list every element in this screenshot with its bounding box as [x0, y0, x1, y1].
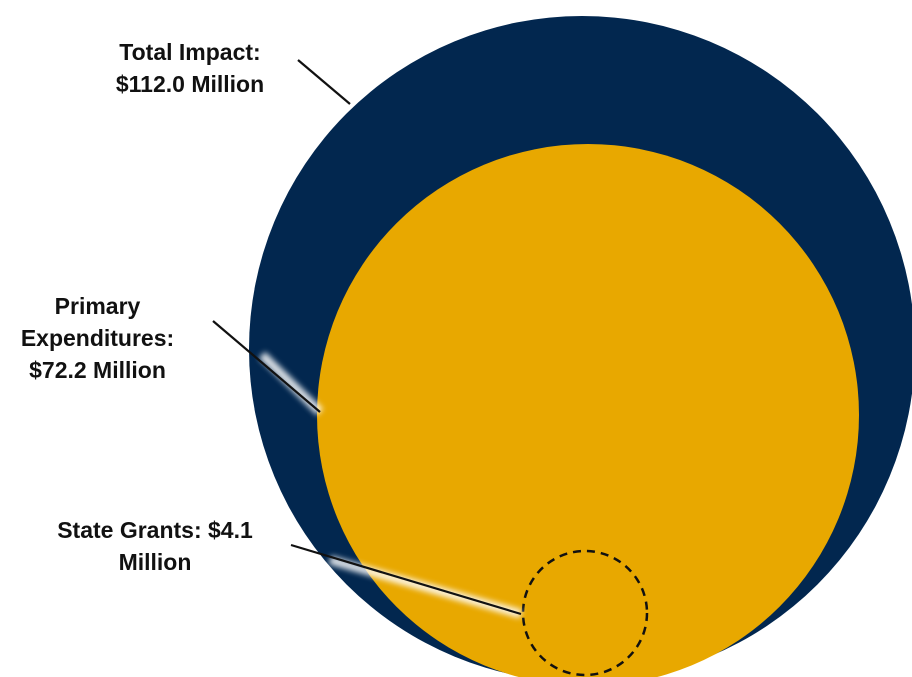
state-grants-label: State Grants: $4.1 Million: [30, 514, 280, 578]
total-impact-leader-line: [297, 59, 351, 105]
state-grants-label-line-1: State Grants: $4.1: [57, 517, 253, 543]
state-grants-label-line-2: Million: [118, 549, 192, 575]
primary-expenditures-leader-line: [212, 320, 321, 413]
primary-expenditures-label: Primary Expenditures: $72.2 Million: [0, 290, 195, 386]
primary-expenditures-circle: [317, 144, 859, 677]
total-impact-label-line-1: Total Impact:: [119, 39, 261, 65]
primary-expenditures-label-line-3: $72.2 Million: [29, 357, 166, 383]
total-impact-label: Total Impact: $112.0 Million: [70, 36, 310, 100]
primary-expenditures-label-line-1: Primary: [54, 293, 141, 319]
state-grants-circle: [521, 549, 649, 677]
total-impact-label-line-2: $112.0 Million: [115, 71, 265, 97]
state-grants-leader-line: [290, 543, 522, 616]
primary-expenditures-label-line-2: Expenditures:: [20, 325, 175, 351]
